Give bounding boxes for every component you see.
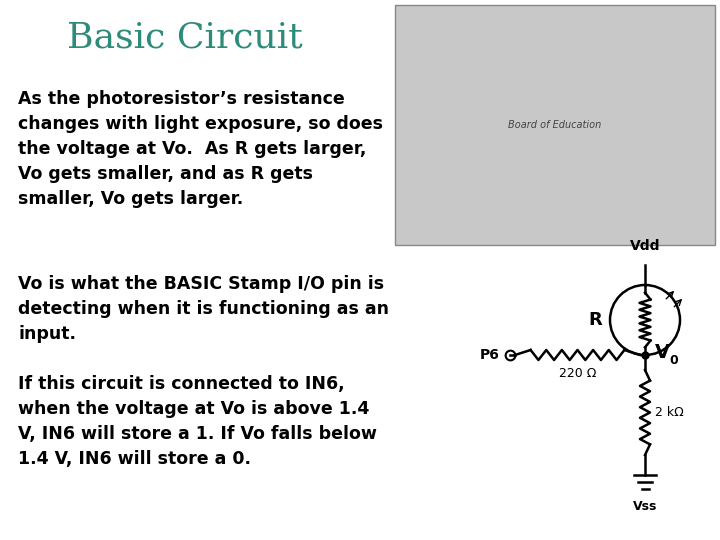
Text: If this circuit is connected to IN6,
when the voltage at Vo is above 1.4
V, IN6 : If this circuit is connected to IN6, whe…: [18, 375, 377, 468]
Text: Vdd: Vdd: [630, 239, 660, 253]
Text: V: V: [655, 343, 670, 362]
Bar: [395, 5, 715, 245]
Text: Vo is what the BASIC Stamp I/O pin is
detecting when it is functioning as an
inp: Vo is what the BASIC Stamp I/O pin is de…: [18, 275, 389, 343]
Text: Basic Circuit: Basic Circuit: [67, 21, 303, 55]
Text: As the photoresistor’s resistance
changes with light exposure, so does
the volta: As the photoresistor’s resistance change…: [18, 90, 383, 208]
Text: 0: 0: [669, 354, 678, 368]
Text: R: R: [588, 311, 602, 329]
Text: 2 kΩ: 2 kΩ: [655, 406, 684, 419]
Text: 220 Ω: 220 Ω: [559, 367, 596, 380]
Text: P6: P6: [480, 348, 500, 362]
Text: Vss: Vss: [633, 500, 657, 513]
Text: Board of Education: Board of Education: [508, 120, 602, 130]
